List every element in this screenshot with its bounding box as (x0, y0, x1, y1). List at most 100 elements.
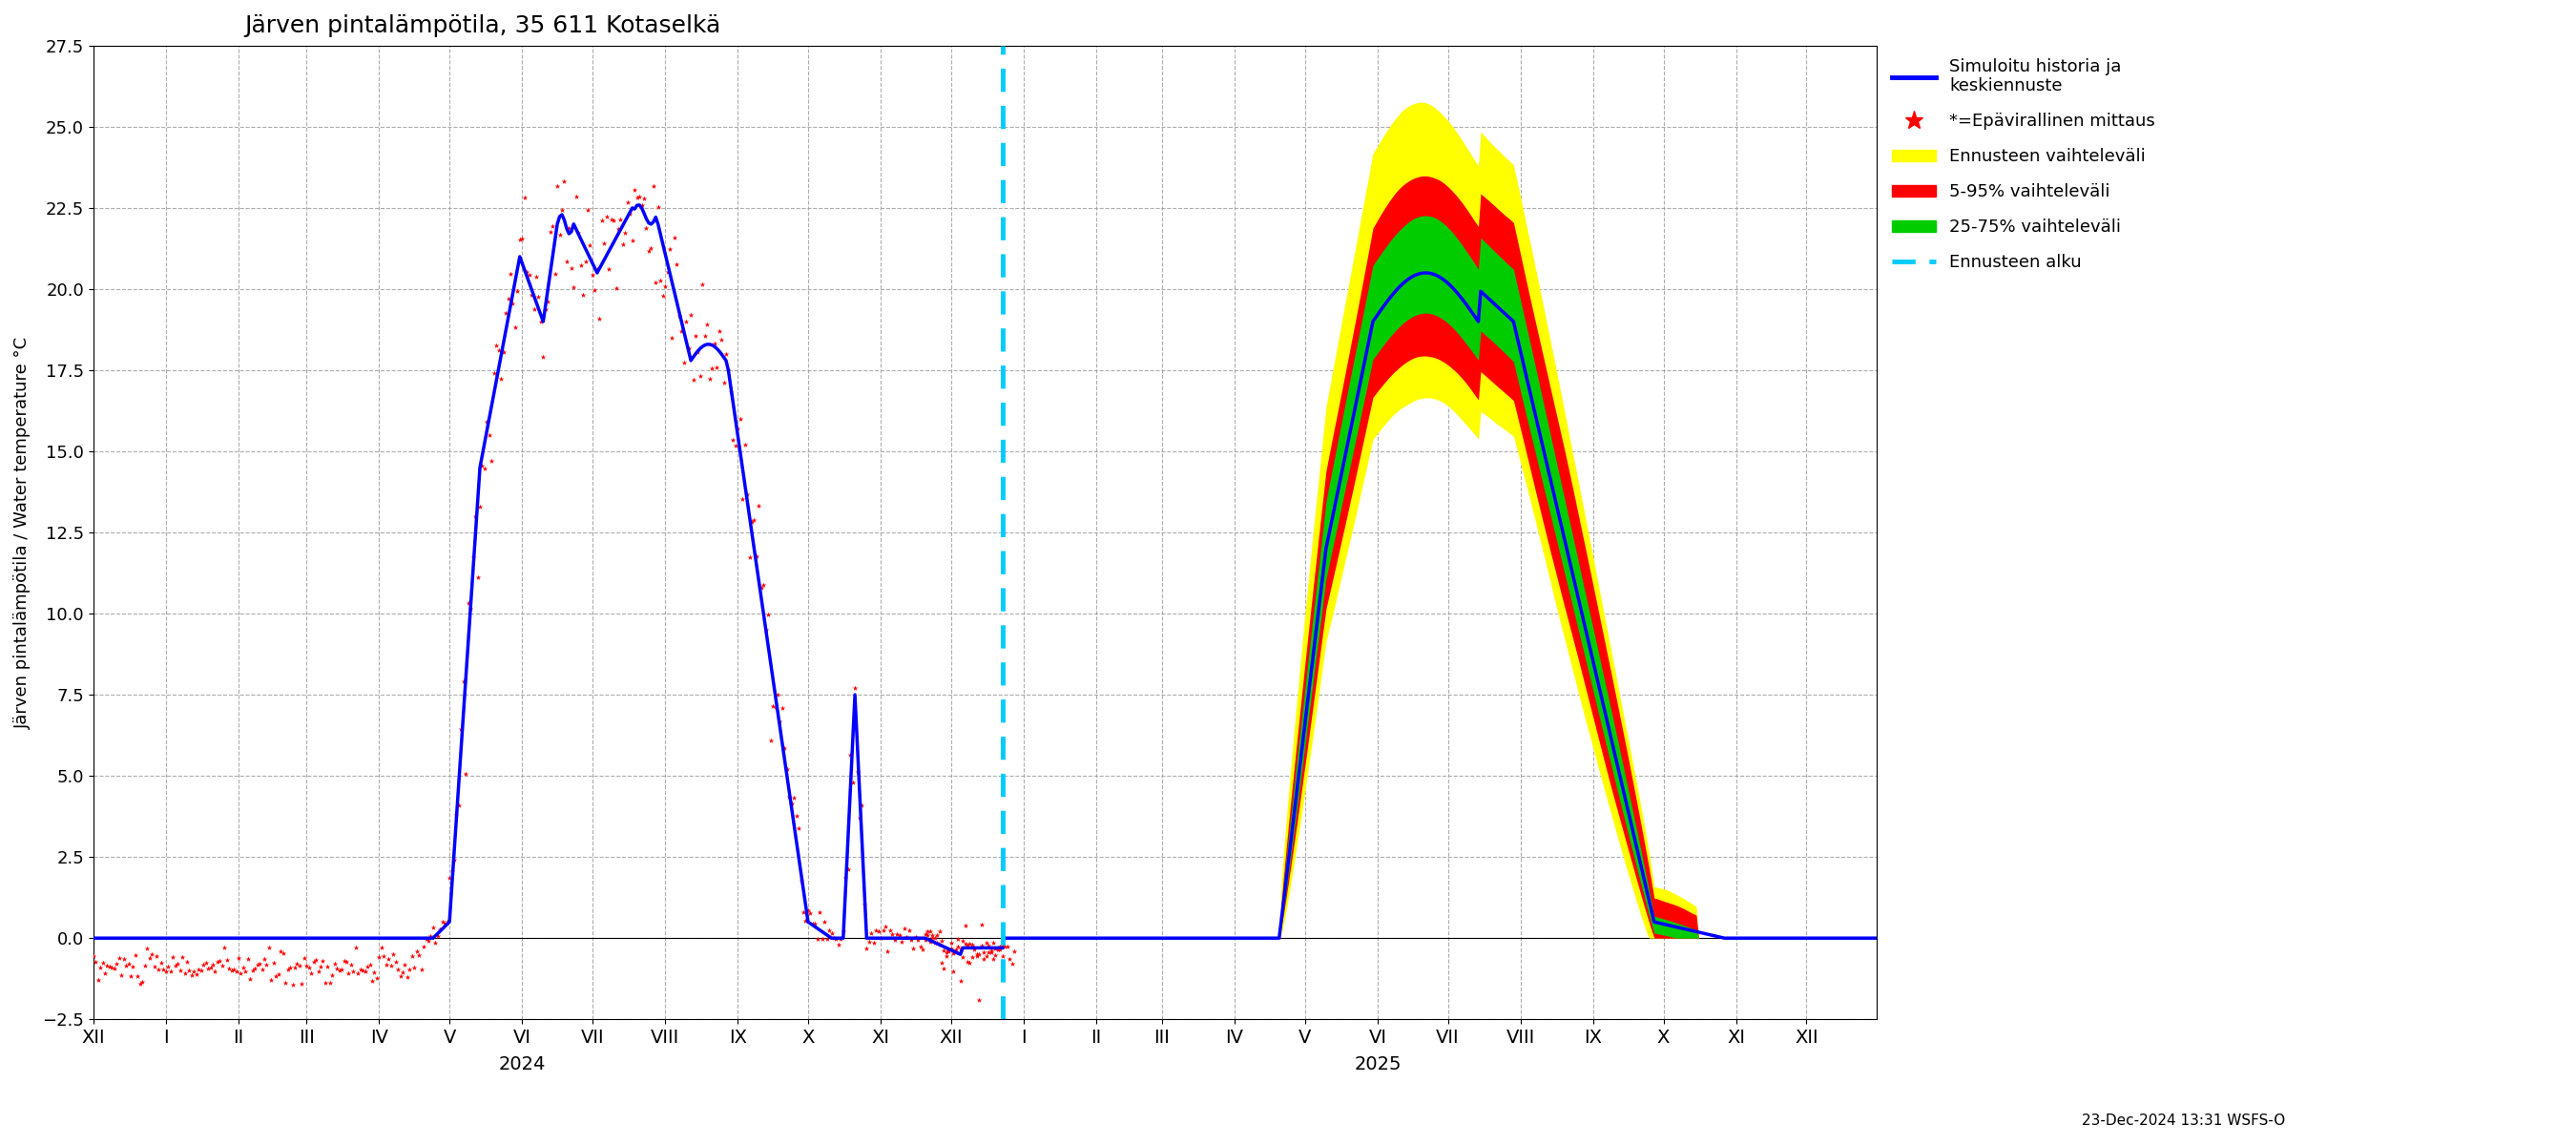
Point (214, 960, 255, 978)
Point (350, 971, 392, 989)
Point (201, 956, 242, 974)
Point (528, 293, 569, 311)
Point (896, 931, 938, 949)
Point (376, 960, 417, 978)
Point (667, 339, 708, 357)
Point (878, 926, 920, 945)
Point (355, 969, 397, 987)
Text: 2025: 2025 (1355, 1056, 1401, 1074)
Point (935, 940, 976, 958)
Point (752, 697, 793, 716)
Point (394, 958, 435, 977)
Point (953, 939, 994, 957)
Point (907, 926, 948, 945)
Point (783, 903, 824, 922)
Point (925, 947, 966, 965)
Point (631, 239, 672, 258)
Point (574, 281, 616, 299)
Point (984, 938, 1025, 956)
Point (848, 932, 889, 950)
Point (273, 958, 314, 977)
Point (922, 941, 963, 960)
Point (507, 266, 549, 284)
Point (88, 956, 129, 974)
Point (459, 497, 500, 515)
Point (708, 361, 750, 379)
Point (912, 925, 953, 943)
Point (665, 313, 706, 331)
Point (276, 955, 317, 973)
Point (124, 956, 165, 974)
Point (961, 935, 1002, 954)
Point (647, 262, 688, 281)
Point (721, 490, 762, 508)
Point (392, 947, 433, 965)
Point (343, 961, 384, 979)
Point (796, 930, 837, 948)
Point (242, 960, 283, 978)
Point (696, 358, 737, 377)
Point (832, 773, 873, 791)
Point (345, 962, 386, 980)
Point (544, 172, 585, 190)
Point (495, 318, 536, 337)
Point (482, 342, 523, 361)
Point (786, 911, 827, 930)
Point (659, 307, 701, 325)
Point (185, 954, 227, 972)
Point (198, 951, 240, 970)
Point (590, 210, 631, 228)
Point (381, 963, 422, 981)
Point (914, 929, 956, 947)
Point (850, 924, 891, 942)
Point (260, 942, 301, 961)
Point (855, 921, 896, 939)
Point (103, 950, 144, 969)
Point (904, 931, 945, 949)
Point (461, 457, 502, 475)
Point (505, 188, 546, 206)
Point (580, 309, 621, 327)
Point (144, 963, 185, 981)
Point (788, 901, 829, 919)
Point (327, 964, 368, 982)
Point (737, 547, 778, 566)
Point (175, 965, 216, 984)
Point (951, 935, 992, 954)
Point (907, 922, 948, 940)
Point (160, 961, 201, 979)
Point (963, 942, 1005, 961)
Point (513, 300, 554, 318)
Point (531, 223, 572, 242)
Point (621, 196, 662, 214)
Point (675, 327, 716, 346)
Point (835, 679, 876, 697)
Point (971, 942, 1012, 961)
Point (951, 948, 992, 966)
Point (827, 860, 868, 878)
Point (945, 916, 987, 934)
Point (654, 229, 696, 247)
Point (247, 938, 289, 956)
Point (757, 686, 799, 704)
Point (219, 949, 260, 968)
Point (716, 419, 757, 437)
Point (193, 963, 234, 981)
Point (981, 947, 1023, 965)
Point (492, 294, 533, 313)
Point (75, 953, 116, 971)
Point (304, 974, 345, 993)
Point (500, 230, 541, 248)
Point (234, 960, 276, 978)
Point (690, 360, 732, 378)
Point (350, 956, 392, 974)
Point (183, 956, 224, 974)
Point (204, 939, 245, 957)
Point (389, 960, 430, 978)
Point (760, 712, 801, 731)
Point (433, 851, 474, 869)
Point (484, 305, 526, 323)
Point (644, 277, 685, 295)
Point (386, 969, 428, 987)
Point (994, 942, 1036, 961)
